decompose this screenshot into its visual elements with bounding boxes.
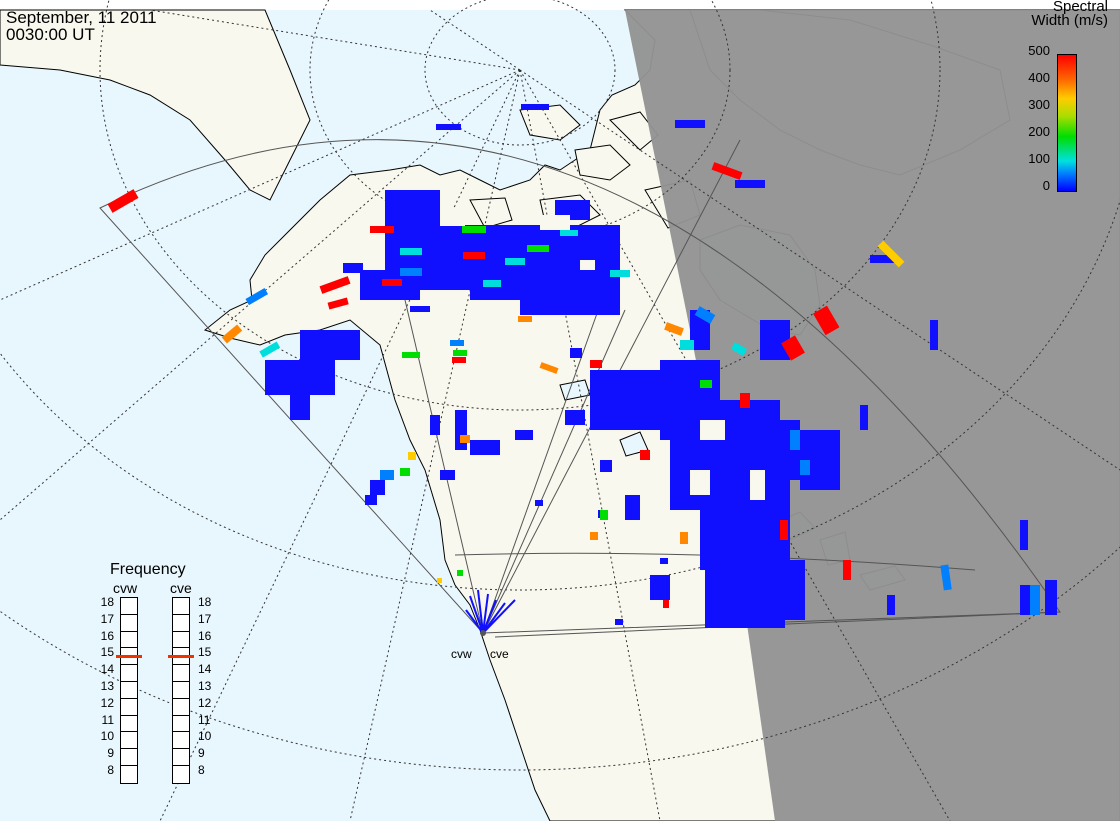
frequency-scale-label: 14 xyxy=(100,662,114,677)
frequency-cell xyxy=(121,699,137,716)
frequency-cell xyxy=(121,716,137,733)
frequency-scale-label: 10 xyxy=(100,729,114,744)
frequency-cell xyxy=(121,632,137,649)
frequency-cell xyxy=(121,749,137,766)
frequency-radar-name: cvw xyxy=(113,580,138,596)
frequency-cell xyxy=(121,598,137,615)
radar-site-marker xyxy=(480,630,486,636)
frequency-scale-left: 18 17 16 15 14 13 12 11 10 9 8 xyxy=(92,594,114,779)
radar-label-cvw: cvw xyxy=(451,647,472,661)
frequency-cell xyxy=(173,749,189,766)
frequency-scale-label: 13 xyxy=(198,678,212,693)
frequency-scale-label: 15 xyxy=(198,645,212,660)
frequency-radar-name: cve xyxy=(170,580,192,596)
frequency-scale-label: 11 xyxy=(101,712,114,727)
frequency-cell xyxy=(173,665,189,682)
radar-label-cve: cve xyxy=(490,647,509,661)
frequency-title: Frequency xyxy=(110,561,186,578)
frequency-cell xyxy=(173,615,189,632)
backscatter-returns xyxy=(107,104,1057,634)
frequency-scale-label: 16 xyxy=(198,628,212,643)
frequency-scale-label: 9 xyxy=(198,746,205,761)
frequency-cell xyxy=(121,615,137,632)
frequency-cell xyxy=(121,732,137,750)
frequency-cell xyxy=(173,699,189,716)
frequency-cell xyxy=(173,682,189,699)
frequency-scale-label: 15 xyxy=(100,645,114,660)
frequency-scale-label: 11 xyxy=(198,712,211,727)
colorbar-title: Spectral Width (m/s) xyxy=(988,0,1108,28)
frequency-cell xyxy=(173,716,189,733)
frequency-cell xyxy=(121,665,137,682)
radar-fov xyxy=(99,139,1061,638)
frequency-scale-label: 17 xyxy=(198,611,212,626)
frequency-scale-label: 10 xyxy=(198,729,212,744)
frequency-cell xyxy=(173,632,189,649)
frequency-cell xyxy=(173,598,189,615)
time-label: 0030:00 UT xyxy=(6,25,95,44)
frequency-scale-label: 8 xyxy=(198,762,205,777)
frequency-scale-label: 14 xyxy=(198,662,212,677)
frequency-cell xyxy=(121,682,137,699)
frequency-scale-label: 8 xyxy=(107,762,114,777)
frequency-scale-label: 13 xyxy=(100,678,114,693)
frequency-cell xyxy=(121,648,137,666)
frequency-cell xyxy=(173,732,189,750)
landmass-siberia xyxy=(0,9,311,201)
frequency-scale-label: 17 xyxy=(100,611,114,626)
frequency-scale-label: 12 xyxy=(198,695,212,710)
frequency-ladder-cvw xyxy=(120,597,138,784)
frequency-marker-cve xyxy=(168,654,194,658)
frequency-scale-label: 9 xyxy=(107,746,114,761)
frequency-cell xyxy=(173,648,189,666)
colorbar-tick: 500 xyxy=(1028,43,1050,58)
frequency-ladder-cve xyxy=(172,597,190,784)
frequency-cell xyxy=(173,766,189,783)
frequency-scale-label: 16 xyxy=(100,628,114,643)
frequency-scale-label: 12 xyxy=(100,695,114,710)
frequency-marker-cvw xyxy=(116,654,142,658)
frequency-scale-right: 18 17 16 15 14 13 12 11 10 9 8 xyxy=(198,594,211,779)
colorbar-title-line1: Spectral xyxy=(1052,0,1108,15)
colorbar-tick: 400 xyxy=(1028,70,1050,85)
frequency-scale-label: 18 xyxy=(198,595,212,609)
colorbar-tick: 0 xyxy=(1042,178,1050,193)
frequency-cell xyxy=(121,766,137,783)
colorbar-tick: 200 xyxy=(1028,124,1050,139)
date-label: September, 11 2011 xyxy=(6,8,157,27)
colorbar xyxy=(1057,54,1077,192)
colorbar-tick: 300 xyxy=(1028,97,1050,112)
colorbar-tick: 100 xyxy=(1028,151,1050,166)
frequency-scale-label: 18 xyxy=(100,595,114,609)
colorbar-title-line2: Width (m/s) xyxy=(1031,12,1108,29)
